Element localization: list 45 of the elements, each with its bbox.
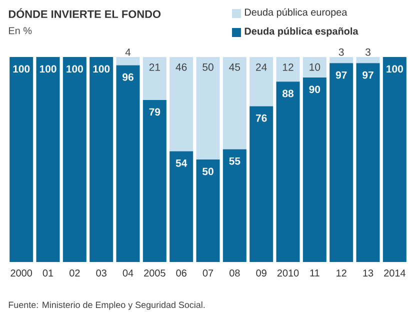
- x-tick-label: 12: [336, 270, 346, 276]
- x-tick-label: 13: [363, 270, 374, 277]
- x-tick-label: 11: [310, 270, 320, 276]
- data-label: 90: [309, 86, 320, 94]
- data-label: 55: [229, 157, 240, 165]
- data-label: 3: [338, 48, 344, 56]
- data-label: 46: [176, 63, 187, 71]
- x-tick-label: 2014: [384, 270, 406, 277]
- x-tick-label: 02: [70, 270, 80, 277]
- data-label: 97: [362, 71, 374, 79]
- x-tick-label: 04: [122, 270, 134, 277]
- x-tick-label: 01: [42, 270, 54, 277]
- chart-subtitle: En %: [9, 27, 32, 34]
- source-note: Fuente: Ministerio de Empleo y Seguridad Social.: [8, 301, 205, 310]
- data-label: 50: [202, 63, 214, 71]
- x-tick-label: 06: [176, 270, 186, 277]
- data-label: 50: [202, 168, 214, 176]
- data-label: 76: [256, 114, 267, 122]
- data-label: 45: [229, 64, 240, 71]
- data-label: 24: [256, 64, 267, 71]
- data-label: 10: [310, 63, 320, 71]
- data-label: 100: [93, 65, 110, 73]
- data-label: 100: [13, 65, 30, 73]
- data-label: 12: [282, 64, 294, 71]
- x-tick-label: 2000: [10, 270, 32, 277]
- x-tick-label: 03: [96, 270, 106, 277]
- x-tick-label: 08: [230, 270, 240, 277]
- x-tick-label: 2005: [144, 270, 166, 277]
- data-label: 3: [365, 48, 370, 56]
- legend-label: Deuda pública europea: [245, 8, 348, 18]
- x-tick-label: 09: [256, 270, 266, 277]
- data-label: 21: [149, 64, 160, 71]
- data-label: 88: [282, 90, 294, 98]
- data-label: 79: [149, 108, 160, 116]
- data-label: 4: [125, 48, 131, 56]
- data-label: 100: [40, 65, 56, 73]
- data-label: 100: [66, 65, 83, 73]
- data-label: 96: [122, 73, 134, 81]
- data-label: 97: [336, 71, 347, 79]
- x-tick-label: 2010: [277, 270, 299, 277]
- data-label: 100: [386, 65, 403, 73]
- chart-title: DÓNDE INVIERTE EL FONDO: [8, 8, 161, 18]
- x-tick-label: 07: [202, 270, 214, 277]
- data-label: 54: [176, 160, 188, 167]
- legend-label: Deuda pública española: [244, 27, 358, 37]
